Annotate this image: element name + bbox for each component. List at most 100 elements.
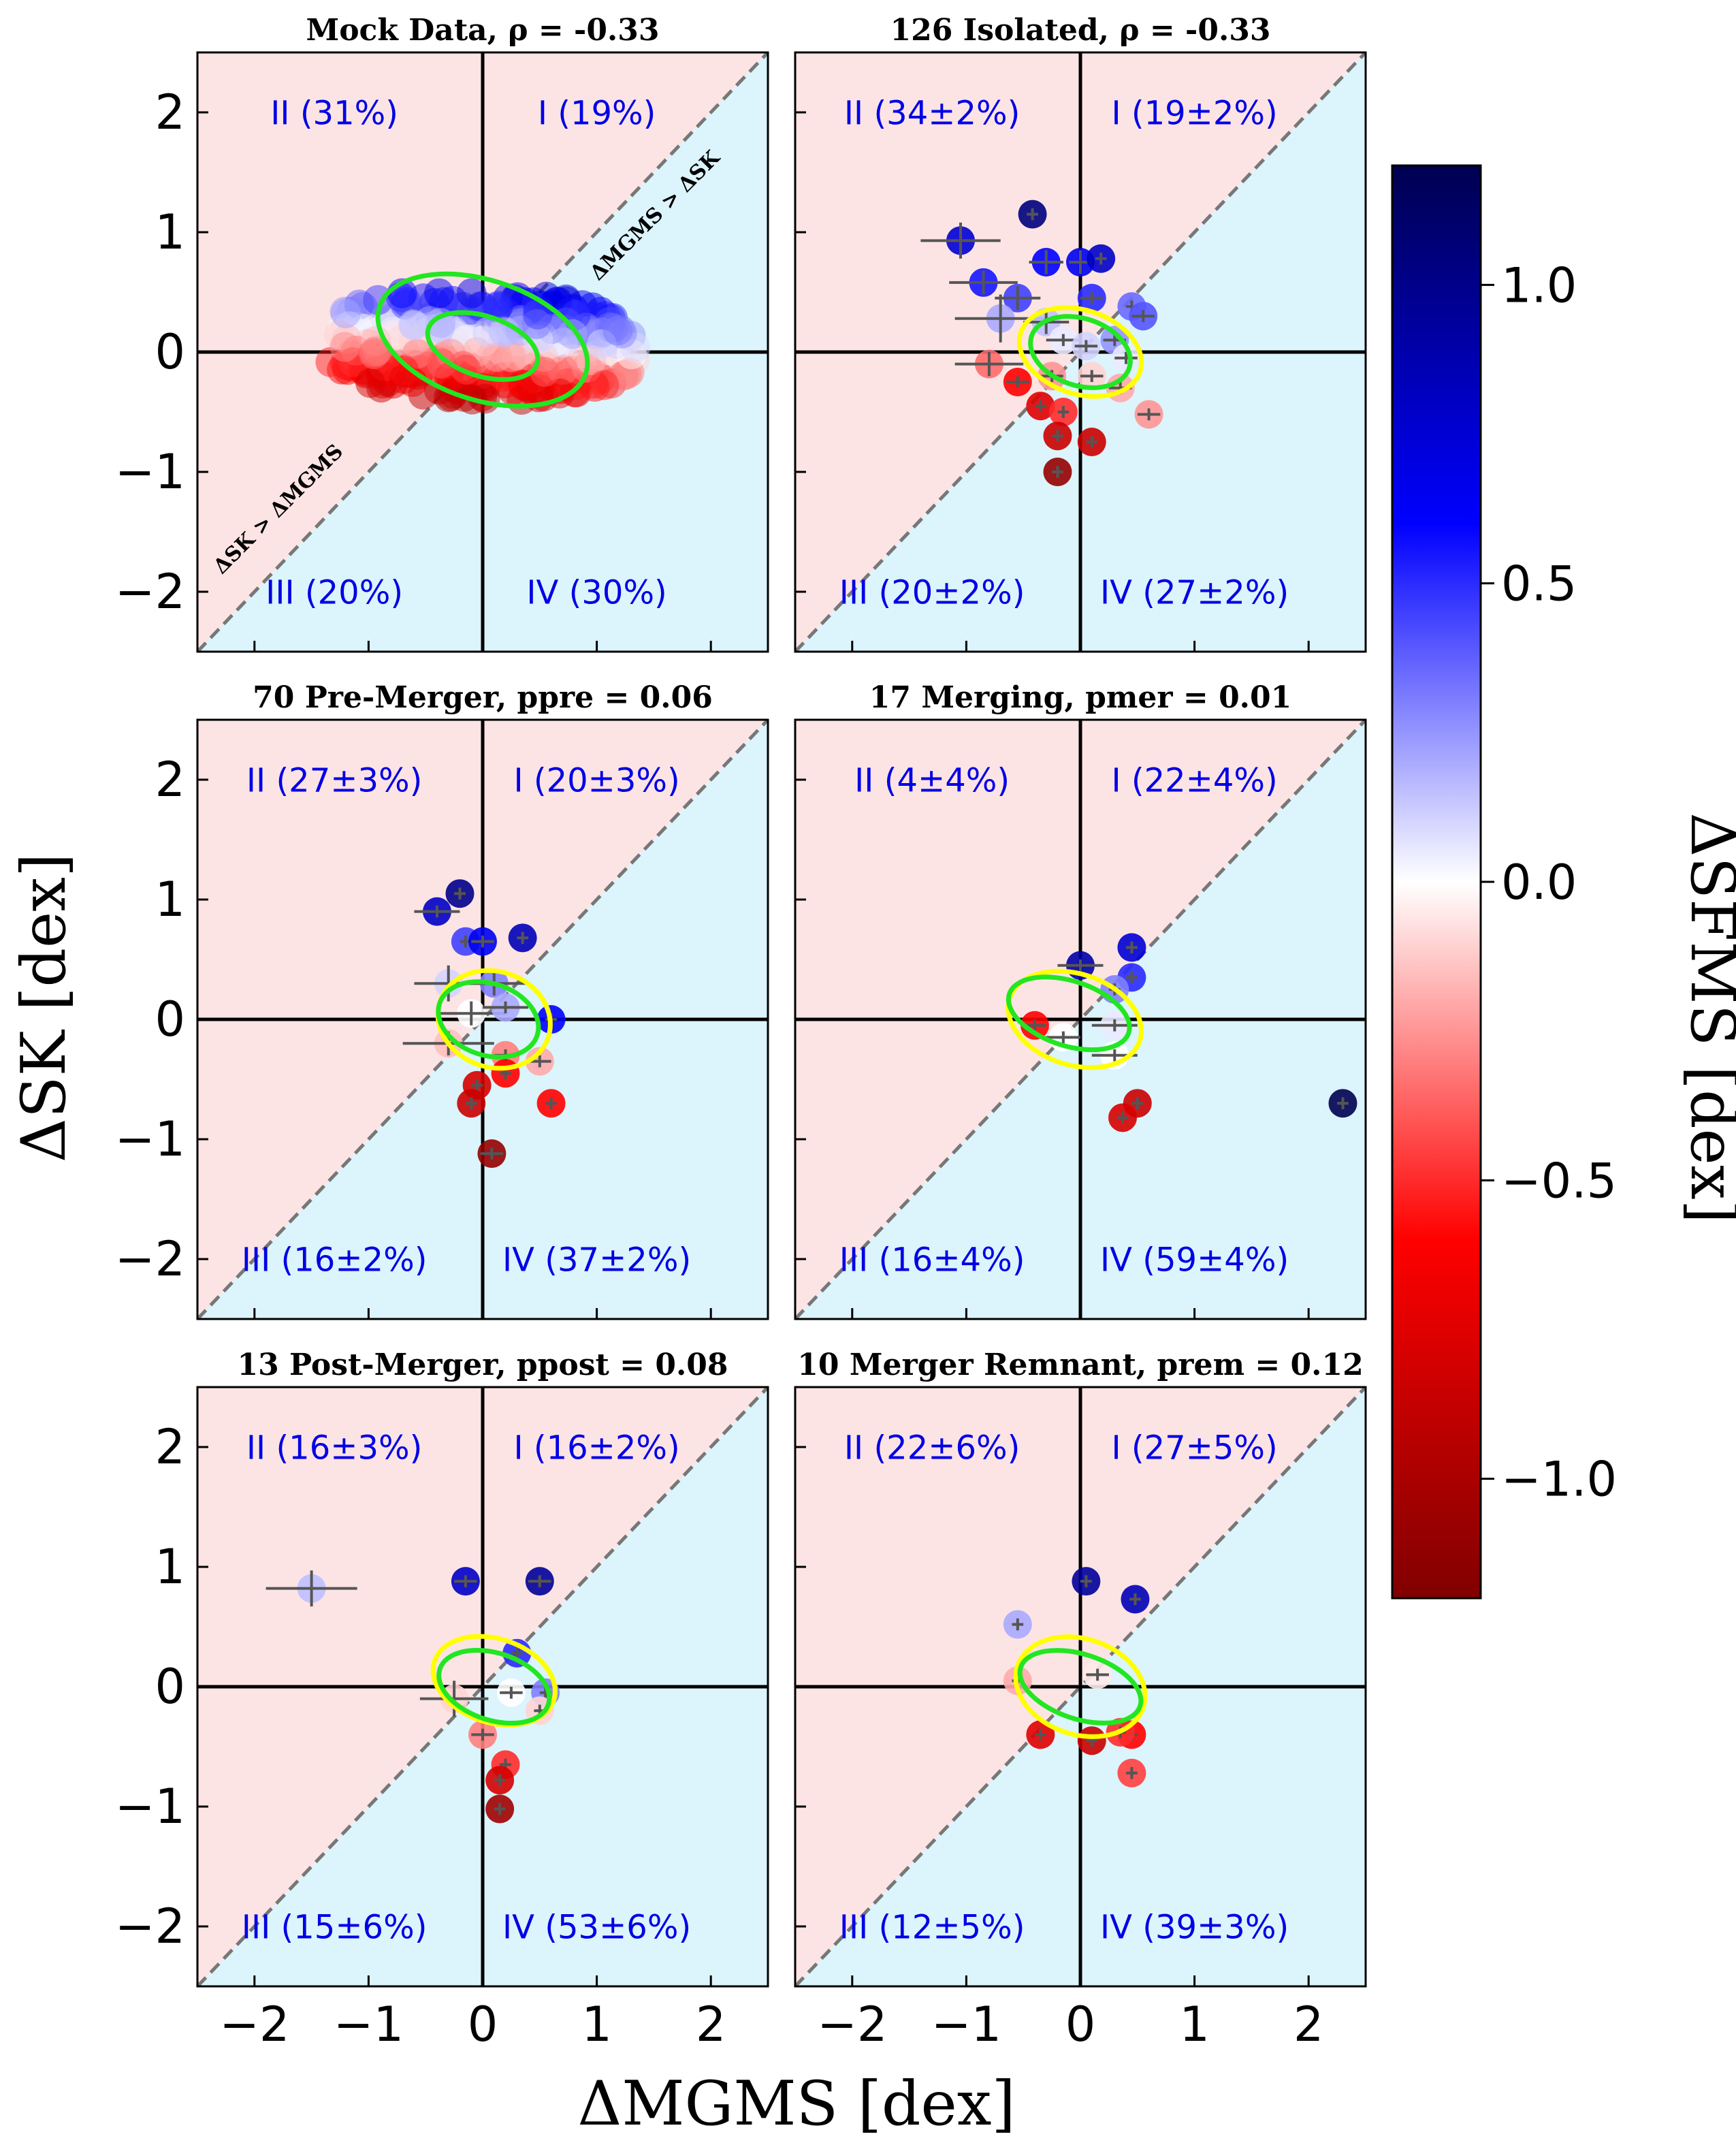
quadrant-label-iii: III (20±2%) (839, 574, 1025, 612)
data-point (1091, 1011, 1138, 1040)
x-axis-label: ΔMGMS [dex] (577, 2068, 1015, 2140)
data-point (920, 222, 1001, 259)
quadrant-label-ii: II (16±3%) (246, 1429, 422, 1467)
y-tick-label: 1 (155, 1539, 185, 1595)
mock-point (472, 317, 503, 348)
data-point (483, 993, 529, 1022)
quadrant-label-i: I (19±2%) (1111, 95, 1277, 133)
data-point (954, 349, 1024, 379)
green-contour (1017, 1648, 1144, 1726)
yellow-contour (430, 1634, 558, 1728)
yellow-contour (1016, 305, 1144, 399)
colorbar-tick-label: 0.0 (1501, 855, 1577, 910)
data-point (1108, 1103, 1138, 1132)
mock-point (355, 368, 386, 398)
data-point (451, 1567, 480, 1596)
diagonal-line (794, 718, 1367, 1320)
x-tick-label: −1 (334, 1997, 404, 2052)
green-contour (375, 271, 590, 409)
colorbar-tick-label: 0.5 (1501, 556, 1577, 612)
mock-point (456, 278, 487, 308)
quadrant-label-ii: II (27±3%) (246, 762, 422, 800)
panel-grid: II (31%) I (19%) III (20%) IV (30%) Mock Dat… (115, 13, 1367, 2052)
data-point (1328, 1089, 1357, 1118)
y-tick-label: −1 (115, 1779, 185, 1834)
panel-2: II (34±2%) I (19±2%) III (20±2%) IV (27±2%)… (794, 13, 1367, 653)
panel-title: 17 Merging, pmer = 0.01 (869, 680, 1291, 715)
data-point (1026, 1720, 1055, 1749)
data-point (1003, 368, 1032, 396)
quadrant-label-i: I (20±3%) (513, 762, 679, 800)
mock-cloud (315, 278, 651, 415)
quadrant-label-i: I (16±2%) (513, 1429, 679, 1467)
data-point (949, 268, 1018, 297)
y-tick-label: 2 (155, 1419, 185, 1475)
data-point (1003, 1610, 1032, 1639)
data-point (1134, 400, 1163, 429)
mock-point (426, 348, 457, 379)
data-point (1077, 283, 1106, 313)
data-point (1018, 200, 1047, 229)
panel-5: II (16±3%) I (16±2%) III (15±6%) IV (53±6%)… (115, 1348, 769, 2052)
data-point (468, 927, 497, 956)
data-point (485, 1766, 515, 1795)
data-point (496, 1678, 526, 1707)
panel-title: 70 Pre-Merger, ppre = 0.06 (253, 680, 713, 715)
mock-point (423, 278, 454, 308)
data-point (457, 1089, 486, 1118)
quadrant-label-iii: III (20%) (266, 574, 403, 612)
mock-point (522, 299, 553, 330)
quadrant-label-iv: IV (27±2%) (1100, 574, 1289, 612)
data-point (1026, 392, 1055, 421)
data-point (1072, 1567, 1101, 1596)
data-point (995, 283, 1041, 313)
data-point (1048, 398, 1078, 426)
mock-point (398, 311, 429, 341)
data-point (1087, 244, 1116, 273)
mock-point (329, 332, 360, 362)
x-tick-label: −1 (931, 1997, 1001, 2052)
y-tick-label: −1 (115, 444, 185, 500)
data-point (1072, 332, 1101, 361)
y-tick-label: 0 (155, 1659, 185, 1715)
panel-3: II (27±3%) I (20±3%) III (16±2%) IV (37±2%)… (115, 680, 769, 1320)
quadrant-label-ii: II (31%) (270, 95, 398, 133)
y-tick-label: 2 (155, 752, 185, 808)
data-point (445, 879, 475, 908)
data-point (485, 1794, 515, 1824)
panel-title: 10 Merger Remnant, prem = 0.12 (797, 1348, 1363, 1382)
data-point (1077, 1726, 1106, 1755)
data-point (436, 999, 506, 1028)
y-tick-label: −2 (115, 1898, 185, 1954)
data-point (1129, 302, 1158, 331)
y-tick-label: 0 (155, 991, 185, 1047)
y-tick-label: 0 (155, 324, 185, 380)
green-contour (436, 1647, 552, 1726)
data-point (1077, 428, 1106, 456)
diagonal-line (794, 1386, 1367, 1988)
x-tick-label: 1 (1179, 1997, 1210, 2052)
green-contour (436, 979, 541, 1060)
x-tick-label: 2 (696, 1997, 726, 2052)
x-tick-label: 2 (1293, 1997, 1324, 2052)
data-point (508, 923, 537, 953)
colorbar-gradient (1391, 164, 1482, 1600)
panel-6: II (22±6%) I (27±5%) III (12±5%) IV (39±3%)… (794, 1348, 1367, 2052)
data-point (1112, 343, 1141, 372)
data-point (266, 1570, 357, 1607)
quadrant-label-iv: IV (39±3%) (1100, 1909, 1289, 1947)
x-tick-label: 0 (468, 1997, 498, 2052)
data-point (414, 897, 460, 926)
colorbar-tick-label: −1.0 (1501, 1452, 1617, 1508)
data-point (1117, 1758, 1146, 1788)
y-tick-label: −2 (115, 564, 185, 620)
mock-point (496, 342, 526, 372)
x-tick-label: 0 (1065, 1997, 1096, 2052)
panel-4: II (4±4%) I (22±4%) III (16±4%) IV (59±4%) 1… (794, 680, 1367, 1320)
data-point (1077, 362, 1106, 391)
data-point (477, 1139, 507, 1169)
data-point (1043, 458, 1072, 486)
data-point (491, 1059, 520, 1088)
colorbar-tick-label: −0.5 (1501, 1153, 1617, 1209)
